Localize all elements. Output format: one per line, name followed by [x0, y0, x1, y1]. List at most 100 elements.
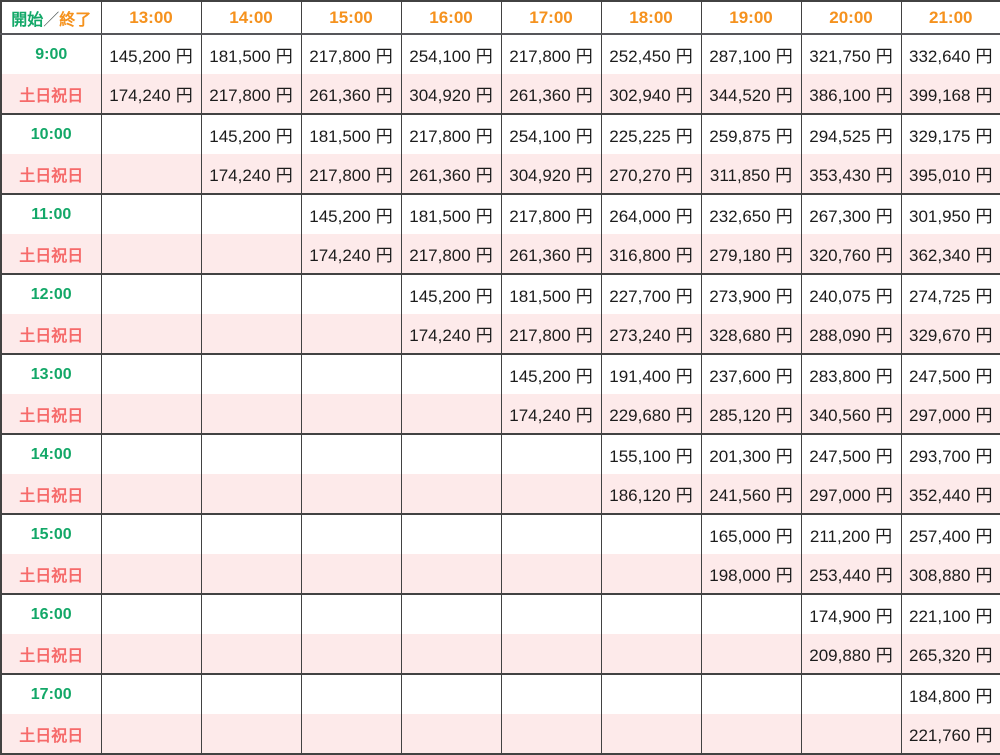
- yen-suffix: 円: [575, 326, 593, 345]
- end-time-header-14:00: 14:00: [200, 1, 301, 34]
- empty-cell: [200, 514, 301, 554]
- yen-suffix: 円: [775, 326, 793, 345]
- price-cell: 304,920 円: [400, 74, 501, 114]
- price-cell: 308,880 円: [900, 554, 1000, 594]
- yen-suffix: 円: [975, 47, 993, 66]
- empty-cell: [700, 674, 801, 714]
- weekend-holiday-cell: 土日祝日: [1, 314, 101, 354]
- empty-cell: [400, 514, 501, 554]
- yen-suffix: 円: [975, 406, 993, 425]
- empty-cell: [100, 394, 201, 434]
- empty-cell: [600, 674, 701, 714]
- price-value: 270,270: [609, 166, 671, 185]
- yen-suffix: 円: [875, 646, 893, 665]
- yen-suffix: 円: [975, 447, 993, 466]
- weekend-row-12:00: 土日祝日 174,240 円 217,800 円 273,240 円 328,680 円 288,…: [1, 314, 1000, 354]
- price-value: 145,200: [509, 367, 571, 386]
- weekend-row-14:00: 土日祝日 186,120 円 241,560 円 297,000 円 352,440 円: [1, 474, 1000, 514]
- price-value: 254,100: [509, 127, 571, 146]
- yen-suffix: 円: [475, 166, 493, 185]
- price-cell: 261,360 円: [500, 74, 601, 114]
- weekend-row-10:00: 土日祝日 174,240 円 217,800 円 261,360 円 304,920 円 270,…: [1, 154, 1000, 194]
- end-time-label: 21:00: [929, 7, 973, 27]
- empty-cell: [100, 354, 201, 394]
- empty-cell: [100, 154, 201, 194]
- price-cell: 362,340 円: [900, 234, 1000, 274]
- yen-suffix: 円: [475, 86, 493, 105]
- yen-suffix: 円: [775, 166, 793, 185]
- price-cell: 145,200 円: [200, 114, 301, 154]
- yen-suffix: 円: [675, 127, 693, 146]
- yen-suffix: 円: [275, 86, 293, 105]
- price-value: 174,240: [109, 86, 171, 105]
- yen-suffix: 円: [975, 726, 993, 745]
- yen-suffix: 円: [375, 86, 393, 105]
- end-time-header-20:00: 20:00: [800, 1, 901, 34]
- price-cell: 221,760 円: [900, 714, 1000, 754]
- price-value: 145,200: [209, 127, 271, 146]
- price-value: 232,650: [709, 207, 771, 226]
- price-cell: 279,180 円: [700, 234, 801, 274]
- price-cell: 211,200 円: [800, 514, 901, 554]
- price-value: 328,680: [709, 326, 771, 345]
- yen-suffix: 円: [875, 287, 893, 306]
- price-cell: 201,300 円: [700, 434, 801, 474]
- price-value: 259,875: [709, 127, 771, 146]
- empty-cell: [400, 554, 501, 594]
- end-time-header-16:00: 16:00: [400, 1, 501, 34]
- empty-cell: [200, 634, 301, 674]
- price-value: 221,100: [909, 607, 971, 626]
- weekday-row-16:00: 16:00 174,900 円 221,100 円: [1, 594, 1000, 634]
- empty-cell: [200, 314, 301, 354]
- empty-cell: [100, 114, 201, 154]
- price-value: 225,225: [609, 127, 671, 146]
- empty-cell: [500, 474, 601, 514]
- price-value: 285,120: [709, 406, 771, 425]
- empty-cell: [100, 434, 201, 474]
- yen-suffix: 円: [975, 367, 993, 386]
- weekend-row-15:00: 土日祝日 198,000 円 253,440 円 308,880 円: [1, 554, 1000, 594]
- yen-suffix: 円: [975, 246, 993, 265]
- price-value: 302,940: [609, 86, 671, 105]
- yen-suffix: 円: [675, 326, 693, 345]
- price-value: 145,200: [409, 287, 471, 306]
- start-time-cell: 17:00: [1, 674, 101, 714]
- empty-cell: [100, 474, 201, 514]
- end-time-header-17:00: 17:00: [500, 1, 601, 34]
- price-value: 155,100: [609, 447, 671, 466]
- end-header-label: 終了: [59, 11, 92, 29]
- price-value: 308,880: [909, 566, 971, 585]
- price-value: 332,640: [909, 47, 971, 66]
- yen-suffix: 円: [275, 166, 293, 185]
- empty-cell: [600, 594, 701, 634]
- yen-suffix: 円: [675, 287, 693, 306]
- price-value: 184,800: [909, 687, 971, 706]
- empty-cell: [200, 554, 301, 594]
- yen-suffix: 円: [875, 207, 893, 226]
- price-value: 329,670: [909, 326, 971, 345]
- price-value: 181,500: [509, 287, 571, 306]
- price-cell: 217,800 円: [300, 34, 401, 74]
- empty-cell: [200, 674, 301, 714]
- price-cell: 174,240 円: [300, 234, 401, 274]
- price-value: 261,360: [509, 86, 571, 105]
- yen-suffix: 円: [875, 86, 893, 105]
- empty-cell: [300, 314, 401, 354]
- empty-cell: [200, 474, 301, 514]
- weekend-holiday-label: 土日祝日: [19, 407, 84, 425]
- price-cell: 174,240 円: [500, 394, 601, 434]
- price-cell: 240,075 円: [800, 274, 901, 314]
- price-value: 288,090: [809, 326, 871, 345]
- weekday-row-11:00: 11:00 145,200 円 181,500 円 217,800 円 264,000 円 232…: [1, 194, 1000, 234]
- empty-cell: [500, 434, 601, 474]
- price-value: 174,240: [509, 406, 571, 425]
- price-cell: 253,440 円: [800, 554, 901, 594]
- price-value: 227,700: [609, 287, 671, 306]
- price-value: 297,000: [909, 406, 971, 425]
- price-value: 252,450: [609, 47, 671, 66]
- empty-cell: [800, 674, 901, 714]
- price-value: 311,850: [709, 166, 771, 185]
- price-value: 241,560: [709, 486, 771, 505]
- yen-suffix: 円: [775, 486, 793, 505]
- yen-suffix: 円: [775, 246, 793, 265]
